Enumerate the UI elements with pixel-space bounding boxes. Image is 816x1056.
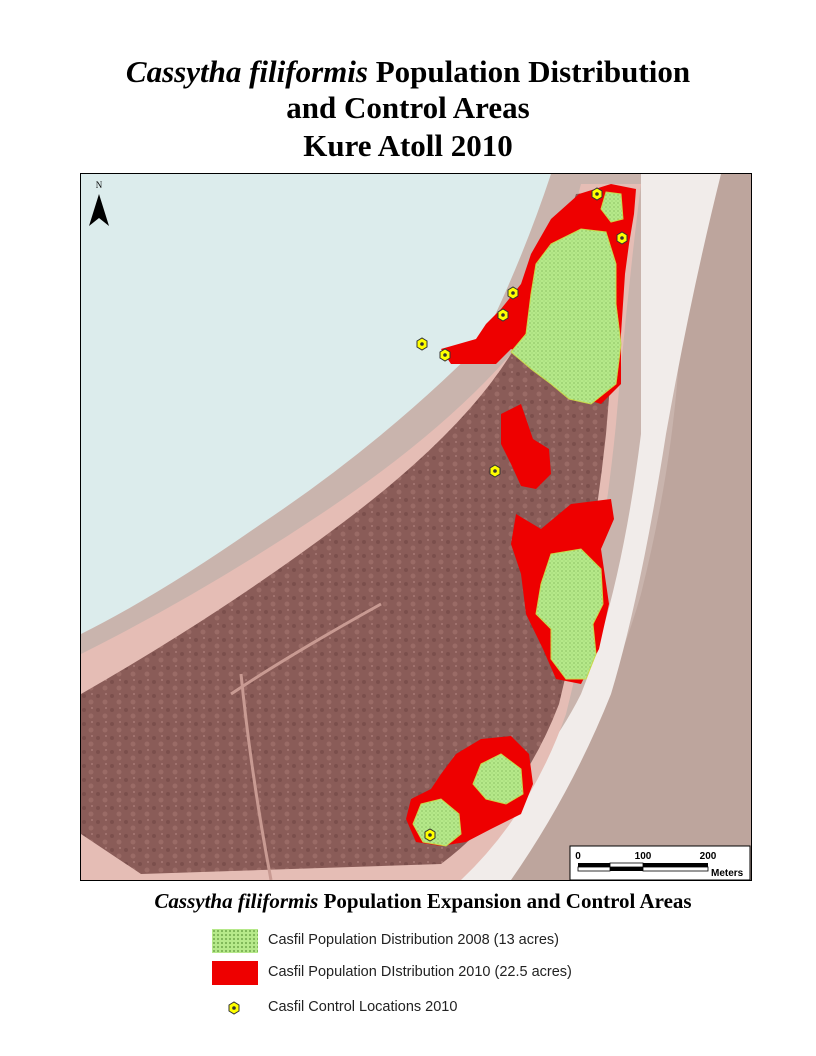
legend-title-rest: Population Expansion and Control Areas (318, 889, 692, 913)
trail-path (239, 673, 273, 880)
distribution-2008-areas (412, 191, 624, 847)
distribution-area-north-tip (600, 191, 624, 223)
legend-title-species: Cassytha filiformis (154, 889, 319, 913)
scale-unit: Meters (711, 868, 744, 879)
control-location-marker (489, 464, 501, 478)
reef-texture (501, 174, 751, 880)
trail-path (230, 602, 382, 696)
map-title-line1: Cassytha filiformis Population Distribut… (0, 54, 816, 90)
map-frame: N 0 100 200 Meters (80, 173, 752, 881)
title-line1-rest: Population Distribution (367, 54, 691, 89)
red-swatch-icon (212, 961, 258, 985)
scale-label-200: 200 (700, 851, 717, 862)
island-land (81, 189, 626, 874)
control-location-marker (507, 286, 519, 300)
control-location-marker (497, 308, 509, 322)
north-label: N (96, 180, 103, 190)
legend-label-2008: Casfil Population Distribution 2008 (13 … (268, 932, 559, 948)
scale-label-0: 0 (575, 851, 581, 862)
title-species: Cassytha filiformis (125, 54, 368, 89)
control-location-marker (424, 828, 436, 842)
green-stipple-swatch-icon (212, 929, 258, 953)
control-location-marker (416, 337, 428, 351)
distribution-area-south-upper (472, 753, 524, 805)
map-title-line2: and Control Areas (286, 90, 530, 125)
north-arrow-icon: N (89, 180, 109, 226)
legend-label-control: Casfil Control Locations 2010 (268, 999, 458, 1015)
control-location-marker (616, 231, 628, 245)
legend-label-2010: Casfil Population DIstribution 2010 (22.… (268, 964, 572, 980)
distribution-area-north (510, 228, 622, 405)
expansion-area-mid (501, 404, 551, 489)
yellow-hexagon-point-icon (228, 1001, 240, 1015)
scale-bar: 0 100 200 Meters (569, 845, 751, 880)
map-title-line3: Kure Atoll 2010 (303, 128, 513, 163)
scale-label-100: 100 (635, 851, 652, 862)
legend-title: Cassytha filiformis Population Expansion… (0, 889, 816, 914)
control-location-marker (439, 348, 451, 362)
control-location-marker (591, 187, 603, 201)
channel-water (411, 174, 721, 880)
control-location-markers (416, 187, 628, 842)
lagoon-water (81, 174, 551, 634)
distribution-area-east (535, 548, 604, 680)
satellite-map: N 0 100 200 Meters (81, 174, 751, 880)
